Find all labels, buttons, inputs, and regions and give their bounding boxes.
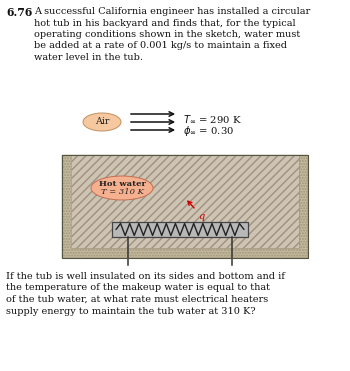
Text: $T_\infty$ = 290 K: $T_\infty$ = 290 K: [183, 113, 242, 125]
Text: Air: Air: [95, 118, 109, 127]
Bar: [112, 222, 248, 237]
Bar: [62, 155, 308, 258]
Text: T = 310 K: T = 310 K: [100, 188, 144, 197]
Bar: [71, 155, 299, 248]
Ellipse shape: [83, 113, 121, 131]
Bar: [71, 155, 299, 248]
Text: 6.76: 6.76: [6, 7, 32, 18]
Bar: [62, 155, 308, 258]
Ellipse shape: [91, 176, 153, 200]
Text: be added at a rate of 0.001 kg/s to maintain a fixed: be added at a rate of 0.001 kg/s to main…: [34, 42, 287, 50]
Text: the temperature of the makeup water is equal to that: the temperature of the makeup water is e…: [6, 283, 270, 292]
Text: A successful California engineer has installed a circular: A successful California engineer has ins…: [34, 7, 310, 16]
Text: Hot water: Hot water: [99, 180, 146, 188]
Text: water level in the tub.: water level in the tub.: [34, 53, 143, 62]
Text: operating conditions shown in the sketch, water must: operating conditions shown in the sketch…: [34, 30, 300, 39]
Text: $\phi_\infty$ = 0.30: $\phi_\infty$ = 0.30: [183, 124, 234, 138]
Text: q: q: [198, 212, 204, 221]
Text: of the tub water, at what rate must electrical heaters: of the tub water, at what rate must elec…: [6, 295, 268, 304]
Text: supply energy to maintain the tub water at 310 K?: supply energy to maintain the tub water …: [6, 306, 255, 315]
Bar: [62, 155, 308, 258]
Text: hot tub in his backyard and finds that, for the typical: hot tub in his backyard and finds that, …: [34, 19, 296, 27]
Text: If the tub is well insulated on its sides and bottom and if: If the tub is well insulated on its side…: [6, 272, 285, 281]
